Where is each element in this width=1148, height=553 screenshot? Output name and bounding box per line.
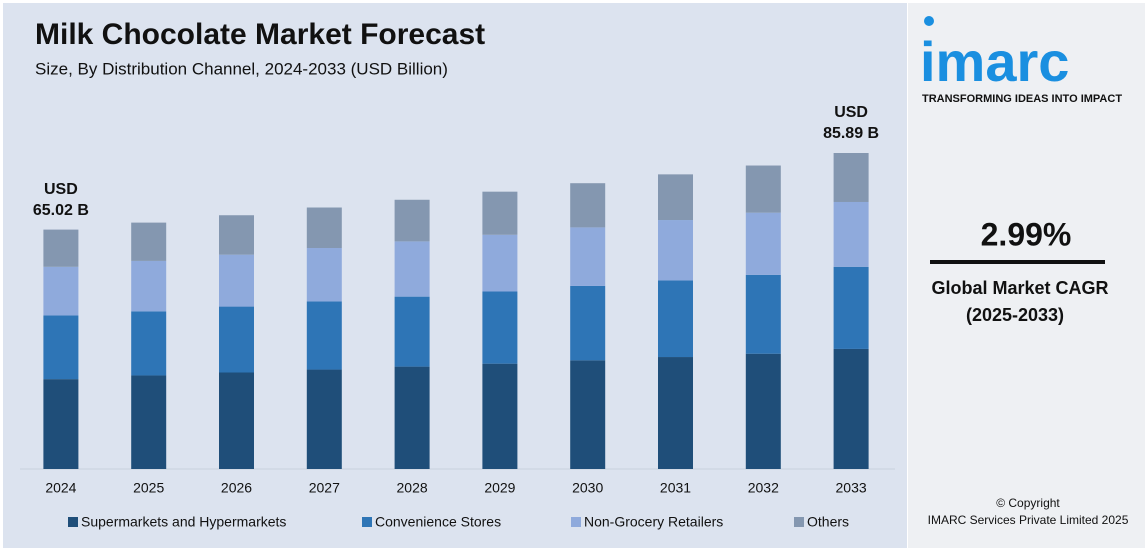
bar-segment — [43, 266, 79, 316]
bar-segment — [833, 266, 869, 349]
legend-swatch — [571, 517, 581, 527]
x-tick-label: 2026 — [221, 480, 252, 496]
total-label: 65.02 B — [33, 202, 89, 219]
bar-segment — [833, 153, 869, 202]
bar-segment — [394, 241, 430, 297]
bar-segment — [482, 363, 518, 469]
x-tick-label: 2025 — [133, 480, 164, 496]
bar-segment — [306, 301, 342, 370]
bar-segment — [219, 306, 254, 373]
bar-segment — [306, 207, 342, 249]
legend-label: Others — [807, 514, 849, 530]
tagline: TRANSFORMING IDEAS INTO IMPACT — [922, 93, 1122, 105]
legend-swatch — [362, 517, 372, 527]
logo: imarc — [920, 30, 1069, 93]
bar-segment — [745, 353, 781, 469]
x-tick-label: 2030 — [572, 480, 603, 496]
x-tick-label: 2024 — [45, 480, 76, 496]
bar-segment — [570, 183, 606, 228]
bar-segment — [658, 220, 693, 281]
bar-segment — [394, 296, 430, 367]
bar-segment — [482, 191, 518, 235]
bar-segment — [482, 291, 518, 364]
legend-label: Non-Grocery Retailers — [584, 514, 723, 530]
bar-segment — [306, 369, 342, 469]
bar-segment — [131, 260, 167, 312]
chart-title: Milk Chocolate Market Forecast — [35, 18, 485, 51]
copyright: © Copyright — [996, 496, 1060, 510]
total-label: 85.89 B — [823, 125, 879, 142]
legend-label: Supermarkets and Hypermarkets — [81, 514, 286, 530]
bar-segment — [745, 165, 781, 213]
bar-segment — [394, 199, 430, 242]
bar-segment — [306, 248, 342, 302]
legend-label: Convenience Stores — [375, 514, 501, 530]
bar-segment — [570, 285, 606, 361]
bar-segment — [43, 229, 79, 267]
cagr-label: Global Market CAGR — [931, 278, 1108, 298]
total-label: USD — [834, 104, 868, 121]
bar-segment — [43, 379, 79, 469]
bar-segment — [219, 215, 254, 255]
legend-swatch — [794, 517, 804, 527]
bar-segment — [745, 212, 781, 275]
bar-segment — [745, 274, 781, 354]
bar-segment — [658, 280, 693, 358]
bar-segment — [658, 357, 693, 469]
bar-segment — [219, 254, 254, 307]
bar-segment — [482, 234, 518, 292]
x-tick-label: 2027 — [309, 480, 340, 496]
x-tick-label: 2031 — [660, 480, 691, 496]
bar-segment — [833, 201, 869, 267]
bar-segment — [394, 366, 430, 469]
bar-segment — [219, 372, 254, 469]
cagr-value: 2.99% — [981, 216, 1072, 252]
x-tick-label: 2032 — [748, 480, 779, 496]
cagr-rule — [930, 260, 1105, 264]
x-tick-label: 2033 — [836, 480, 867, 496]
copyright-owner: IMARC Services Private Limited 2025 — [928, 513, 1129, 527]
bar-segment — [131, 222, 167, 261]
x-tick-label: 2028 — [397, 480, 428, 496]
sidebar-panel — [908, 3, 1145, 548]
x-tick-label: 2029 — [484, 480, 515, 496]
legend-swatch — [68, 517, 78, 527]
bar-segment — [570, 227, 606, 286]
cagr-period: (2025-2033) — [966, 305, 1064, 325]
bar-segment — [131, 311, 167, 376]
bar-segment — [658, 174, 693, 221]
bar-segment — [131, 375, 167, 469]
logo-dot — [924, 16, 934, 26]
bar-segment — [43, 315, 79, 380]
bar-segment — [833, 348, 869, 469]
total-label: USD — [44, 181, 78, 198]
chart-subtitle: Size, By Distribution Channel, 2024-2033… — [35, 59, 448, 78]
bar-segment — [570, 360, 606, 469]
